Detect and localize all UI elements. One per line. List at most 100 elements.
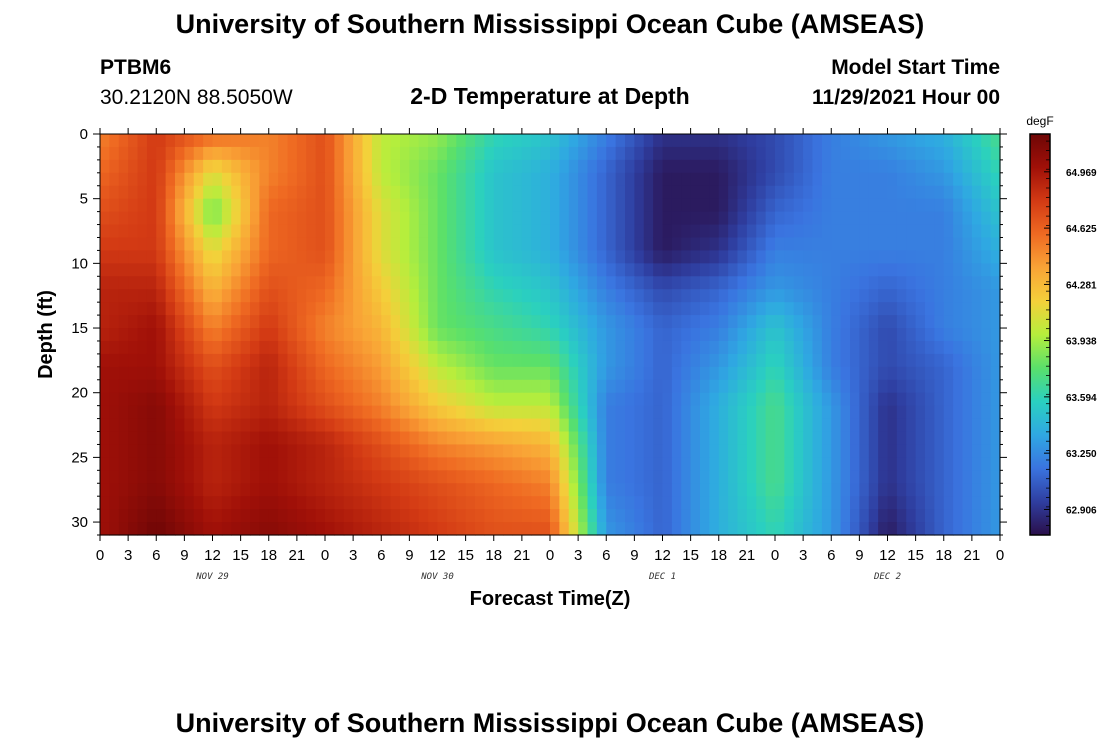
heatmap-cell [250,185,260,200]
heatmap-cell [784,509,795,523]
heatmap-cell [146,483,157,497]
heatmap-cell [728,146,739,161]
heatmap-cell [803,431,814,446]
heatmap-cell [878,315,889,329]
heatmap-cell [887,276,898,290]
heatmap-cell [437,431,448,446]
heatmap-cell [343,185,354,200]
heatmap-cell [184,198,195,213]
heatmap-cell [906,392,917,407]
heatmap-cell [325,366,335,381]
heatmap-cell [156,328,167,342]
heatmap-cell [325,315,335,329]
heatmap-cell [175,392,185,407]
heatmap-cell [878,250,889,264]
heatmap-cell [821,224,832,239]
heatmap-cell [981,496,992,510]
heatmap-cell [831,211,842,226]
heatmap-cell [240,470,251,484]
heatmap-cell [887,405,898,420]
heatmap-cell [287,134,298,148]
heatmap-cell [990,224,1001,239]
heatmap-cell [146,470,157,484]
heatmap-cell [343,172,354,187]
heatmap-cell [690,185,701,200]
heatmap-cell [503,146,514,161]
heatmap-cell [278,431,289,446]
heatmap-cell [503,470,514,484]
heatmap-cell [765,444,776,458]
heatmap-cell [775,353,785,368]
heatmap-cell [296,483,307,497]
heatmap-cell [231,211,242,226]
heatmap-cell [231,392,242,407]
heatmap-cell [146,146,157,161]
heatmap-cell [690,302,701,316]
heatmap-cell [446,185,457,200]
heatmap-cell [493,366,504,381]
heatmap-cell [371,263,382,277]
x-axis-label: Forecast Time(Z) [470,588,631,610]
heatmap-cell [390,483,401,497]
heatmap-cell [325,172,335,187]
heatmap-cell [418,444,429,458]
heatmap-cell [137,198,148,213]
heatmap-cell [156,340,167,355]
heatmap-cell [409,211,420,226]
heatmap-cell [231,159,242,174]
heatmap-cell [306,379,317,394]
heatmap-cell [681,340,692,355]
heatmap-cell [484,237,495,252]
heatmap-cell [221,496,232,510]
heatmap-cell [765,522,776,536]
heatmap-cell [568,405,579,420]
heatmap-cell [259,237,270,252]
heatmap-cell [512,431,523,446]
heatmap-cell [793,250,804,264]
heatmap-cell [446,172,457,187]
heatmap-cell [878,483,889,497]
heatmap-cell [128,224,139,239]
heatmap-cell [718,496,729,510]
heatmap-cell [953,470,964,484]
heatmap-cell [615,431,626,446]
heatmap-cell [709,496,720,510]
heatmap-cell [700,522,710,536]
heatmap-cell [737,250,748,264]
heatmap-cell [709,418,720,433]
heatmap-cell [700,353,710,368]
heatmap-cell [325,353,335,368]
heatmap-cell [587,276,598,290]
heatmap-cell [990,496,1001,510]
heatmap-cell [475,185,485,200]
heatmap-cell [100,302,110,316]
heatmap-cell [850,509,860,523]
heatmap-cell [250,134,260,148]
heatmap-cell [334,366,345,381]
heatmap-cell [371,224,382,239]
heatmap-cell [568,185,579,200]
heatmap-cell [812,470,823,484]
heatmap-cell [521,315,532,329]
heatmap-cell [784,483,795,497]
heatmap-cell [306,185,317,200]
heatmap-cell [803,379,814,394]
heatmap-cell [700,159,710,174]
heatmap-cell [709,509,720,523]
heatmap-cell [887,159,898,174]
heatmap-cell [709,159,720,174]
heatmap-cell [578,276,589,290]
heatmap-cell [418,431,429,446]
heatmap-cell [812,340,823,355]
x-tick-label: 0 [546,547,554,564]
heatmap-cell [221,522,232,536]
heatmap-cell [428,457,439,471]
heatmap-cell [118,366,129,381]
heatmap-cell [700,379,710,394]
heatmap-cell [596,444,607,458]
heatmap-cell [353,353,364,368]
heatmap-cell [146,444,157,458]
heatmap-cell [634,457,645,471]
heatmap-cell [503,340,514,355]
heatmap-cell [934,496,945,510]
